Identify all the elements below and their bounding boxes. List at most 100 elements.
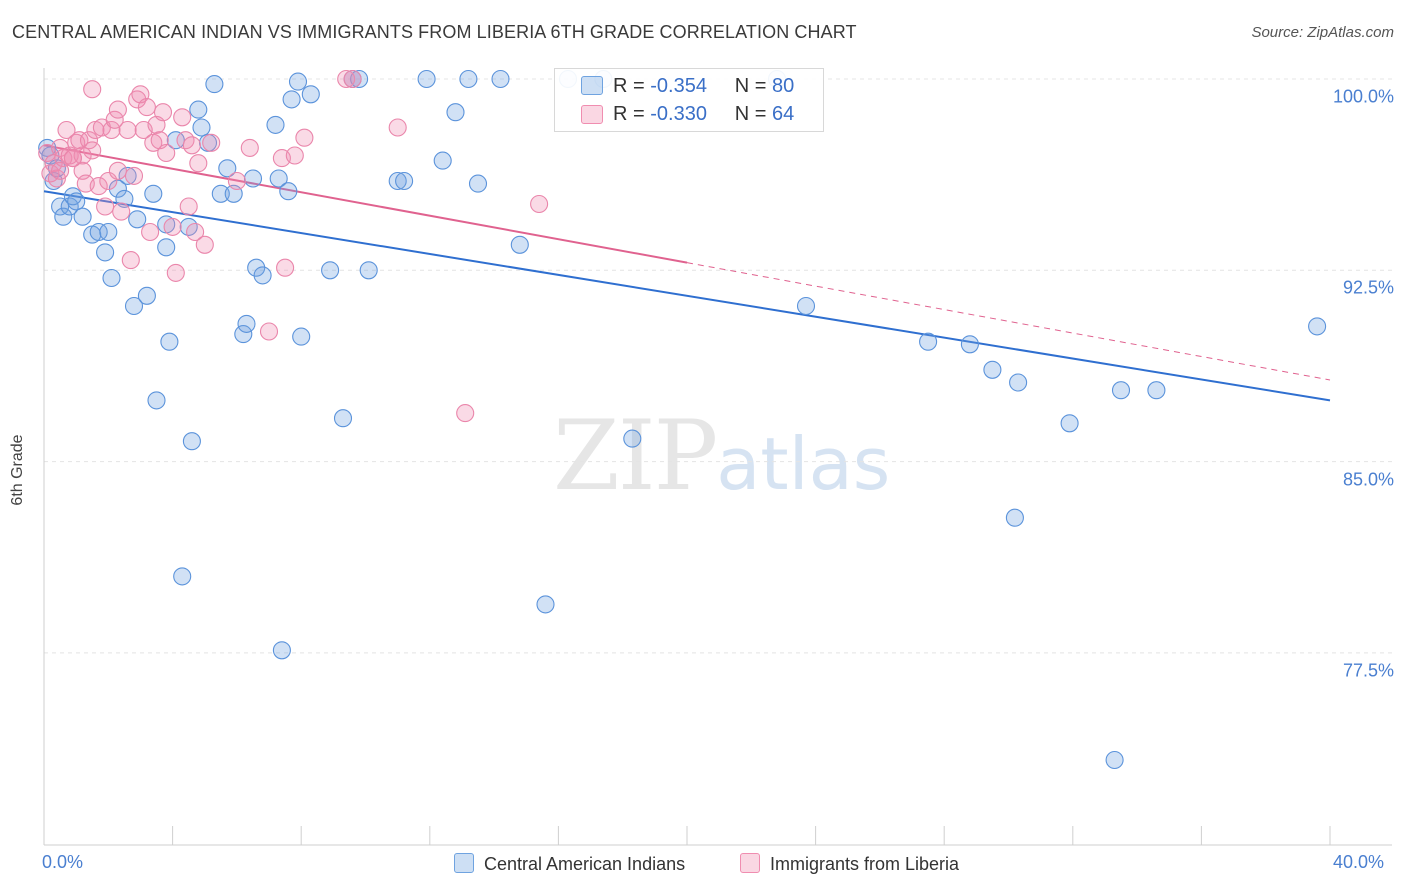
- data-point-pink: [51, 138, 70, 157]
- data-point-pink: [295, 128, 314, 147]
- data-point-pink: [186, 222, 205, 242]
- bottom-legend-label-blue: Central American Indians: [484, 854, 686, 874]
- data-point-blue: [237, 314, 256, 333]
- watermark-atlas: atlas: [716, 422, 891, 506]
- data-point-pink: [108, 100, 127, 119]
- data-point-pink: [112, 202, 131, 221]
- data-point-blue: [51, 197, 70, 216]
- legend-swatch-blue: [581, 76, 603, 95]
- data-point-blue: [288, 72, 308, 91]
- data-point-blue: [67, 192, 86, 211]
- data-point-blue: [960, 335, 979, 354]
- data-point-blue: [73, 207, 92, 226]
- data-point-pink: [124, 166, 144, 185]
- data-point-pink: [343, 69, 362, 89]
- data-point-pink: [141, 222, 160, 242]
- data-point-blue: [266, 115, 285, 134]
- data-point-blue: [1005, 508, 1024, 527]
- legend-n-value: 80: [772, 75, 795, 97]
- watermark: ZIPatlas: [553, 400, 890, 512]
- data-point-pink: [118, 120, 137, 140]
- data-point-pink: [227, 171, 246, 191]
- data-point-pink: [83, 80, 102, 99]
- data-point-pink: [70, 131, 89, 150]
- data-point-pink: [202, 133, 221, 152]
- data-point-blue: [510, 235, 529, 254]
- data-point-blue: [118, 166, 137, 185]
- data-point-blue: [205, 75, 224, 94]
- data-point-pink: [195, 235, 214, 254]
- data-point-blue: [983, 360, 1002, 379]
- data-point-pink: [128, 90, 147, 109]
- legend-r-label: R =: [613, 103, 651, 125]
- y-tick-label: 77.5%: [1342, 660, 1394, 681]
- data-point-blue: [157, 238, 176, 257]
- data-point-blue: [468, 174, 488, 193]
- chart-title: CENTRAL AMERICAN INDIAN VS IMMIGRANTS FR…: [12, 22, 857, 42]
- data-point-pink: [57, 120, 76, 140]
- data-point-blue: [433, 151, 452, 170]
- data-point-blue: [395, 171, 414, 191]
- data-point-pink: [121, 251, 140, 270]
- data-point-blue: [63, 187, 82, 206]
- data-point-pink: [179, 197, 198, 216]
- legend-r-value: -0.330: [650, 103, 707, 125]
- data-point-pink: [157, 143, 176, 163]
- data-point-pink: [108, 161, 127, 180]
- legend-row-blue: R = -0.354 N = 80: [613, 75, 794, 98]
- bottom-legend-swatch-pink: [740, 853, 760, 873]
- data-point-blue: [417, 69, 436, 89]
- data-point-blue: [282, 90, 301, 109]
- data-point-blue: [388, 171, 407, 191]
- axes: [43, 68, 1392, 846]
- legend-r-label: R =: [613, 75, 651, 97]
- data-point-pink: [285, 146, 304, 165]
- watermark-zip: ZIP: [553, 400, 718, 512]
- y-tick-label: 92.5%: [1342, 277, 1394, 298]
- data-point-blue: [166, 131, 185, 150]
- source-label: Source: ZipAtlas.com: [1251, 24, 1394, 41]
- data-point-pink: [83, 141, 102, 160]
- data-point-blue: [1105, 750, 1124, 770]
- data-point-blue: [1111, 381, 1131, 400]
- trend-line-pink: [43, 144, 688, 264]
- data-point-blue: [350, 69, 369, 89]
- data-point-blue: [292, 327, 311, 346]
- data-point-pink: [259, 322, 279, 341]
- legend-row-pink: R = -0.330 N = 64: [613, 103, 794, 126]
- y-tick-label: 85.0%: [1342, 469, 1394, 490]
- data-point-blue: [96, 243, 115, 262]
- trend-lines: [43, 144, 1331, 402]
- series-central-american-indians: [38, 69, 1327, 770]
- data-point-pink: [182, 136, 201, 155]
- data-point-blue: [218, 159, 237, 178]
- data-point-blue: [333, 409, 353, 428]
- data-point-blue: [279, 182, 298, 201]
- data-point-blue: [459, 69, 478, 89]
- data-point-blue: [359, 261, 378, 280]
- data-point-blue: [919, 332, 938, 351]
- data-point-blue: [192, 118, 211, 137]
- data-point-blue: [102, 268, 121, 288]
- data-point-pink: [153, 103, 173, 122]
- data-point-blue: [137, 286, 156, 305]
- data-point-blue: [243, 169, 263, 188]
- data-point-pink: [44, 154, 63, 173]
- data-point-pink: [166, 263, 185, 282]
- data-point-pink: [388, 118, 407, 137]
- y-axis-label: 6th Grade: [9, 434, 26, 506]
- x-tick-label-max: 40.0%: [1333, 852, 1385, 872]
- data-point-blue: [108, 179, 127, 198]
- data-point-blue: [189, 100, 208, 119]
- data-point-blue: [796, 296, 816, 316]
- data-point-blue: [536, 595, 555, 614]
- legend-n-label: N =: [734, 75, 773, 97]
- data-point-blue: [1060, 414, 1079, 433]
- data-point-blue: [1308, 317, 1327, 336]
- data-point-pink: [63, 149, 82, 168]
- data-point-blue: [147, 391, 166, 410]
- data-point-blue: [269, 169, 288, 188]
- bottom-legend-blue: Central American Indians: [454, 853, 685, 875]
- data-point-pink: [189, 154, 208, 173]
